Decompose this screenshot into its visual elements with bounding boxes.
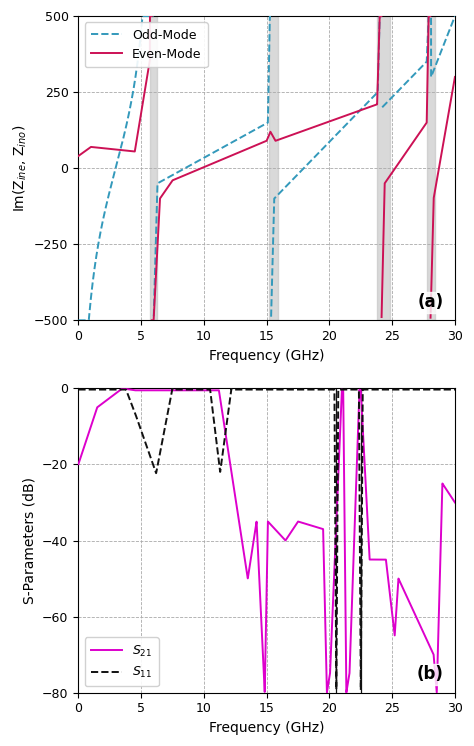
- $S_{21}$: [452, 498, 458, 507]
- Even-Mode: [218, 156, 223, 165]
- Y-axis label: S-Parameters (dB): S-Parameters (dB): [22, 477, 36, 604]
- Odd-Mode: [452, 12, 458, 21]
- Line: $S_{11}$: $S_{11}$: [78, 389, 455, 690]
- Line: Even-Mode: Even-Mode: [78, 16, 455, 320]
- Odd-Mode: [449, 19, 455, 28]
- $S_{11}$: [163, 419, 169, 427]
- Even-Mode: [163, 185, 169, 194]
- Even-Mode: [147, 12, 153, 21]
- Odd-Mode: [163, 175, 169, 184]
- $S_{11}$: [75, 385, 81, 394]
- Even-Mode: [452, 72, 458, 81]
- Even-Mode: [167, 180, 173, 189]
- Legend: Odd-Mode, Even-Mode: Odd-Mode, Even-Mode: [84, 22, 208, 67]
- Bar: [377, 16, 390, 320]
- $S_{11}$: [218, 466, 223, 475]
- Legend: $S_{21}$, $S_{11}$: $S_{21}$, $S_{11}$: [84, 637, 158, 686]
- Odd-Mode: [140, 12, 146, 21]
- X-axis label: Frequency (GHz): Frequency (GHz): [209, 721, 324, 735]
- $S_{11}$: [165, 408, 171, 417]
- Bar: [150, 16, 157, 320]
- Odd-Mode: [245, 130, 250, 139]
- $S_{21}$: [163, 386, 169, 395]
- $S_{21}$: [165, 386, 171, 395]
- Even-Mode: [165, 183, 171, 192]
- Text: (a): (a): [418, 293, 444, 311]
- X-axis label: Frequency (GHz): Frequency (GHz): [209, 348, 324, 363]
- Even-Mode: [449, 89, 455, 98]
- $S_{21}$: [449, 494, 455, 503]
- Even-Mode: [245, 145, 250, 154]
- $S_{11}$: [167, 398, 173, 407]
- Even-Mode: [75, 151, 81, 160]
- $S_{11}$: [452, 385, 458, 394]
- $S_{11}$: [358, 686, 364, 695]
- $S_{21}$: [245, 570, 250, 579]
- Odd-Mode: [75, 316, 81, 325]
- $S_{11}$: [245, 385, 250, 394]
- $S_{21}$: [75, 460, 81, 468]
- Odd-Mode: [165, 173, 171, 182]
- Odd-Mode: [167, 172, 173, 181]
- Bar: [269, 16, 278, 320]
- $S_{21}$: [218, 395, 223, 404]
- Odd-Mode: [218, 144, 223, 153]
- $S_{21}$: [167, 386, 173, 395]
- $S_{11}$: [449, 385, 455, 394]
- Text: (b): (b): [417, 665, 444, 683]
- Y-axis label: Im(Z$_{ine}$, Z$_{ino}$): Im(Z$_{ine}$, Z$_{ino}$): [11, 125, 28, 212]
- $S_{21}$: [344, 688, 349, 697]
- Line: Odd-Mode: Odd-Mode: [78, 16, 455, 320]
- Bar: [428, 16, 435, 320]
- $S_{11}$: [170, 384, 175, 393]
- Even-Mode: [149, 316, 155, 325]
- Line: $S_{21}$: $S_{21}$: [78, 389, 455, 692]
- $S_{21}$: [119, 384, 125, 393]
